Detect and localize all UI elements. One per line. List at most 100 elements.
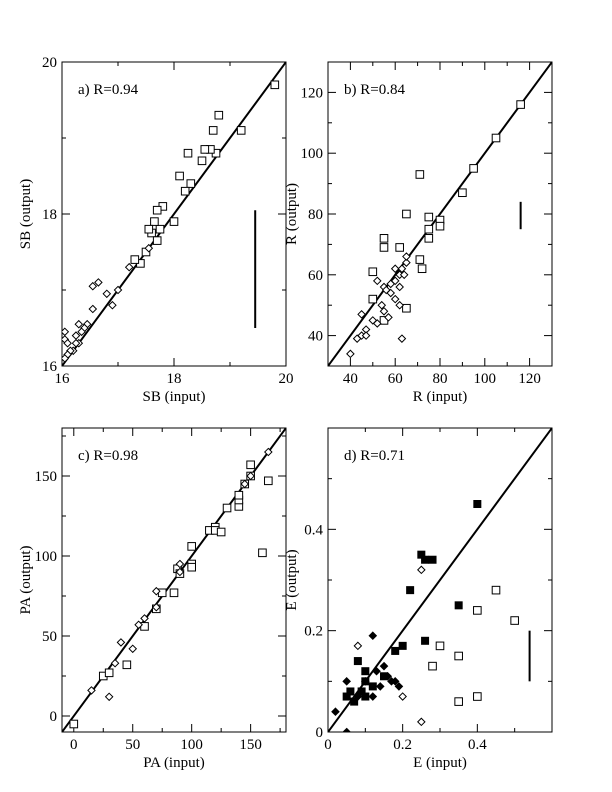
data-point-square-open <box>169 217 179 226</box>
data-point-diamond-open <box>402 252 411 261</box>
data-point-square-open <box>183 148 193 158</box>
data-point-square-filled <box>421 636 430 645</box>
series-diamond-open <box>353 565 426 727</box>
data-point-diamond-open <box>63 338 72 348</box>
data-point-diamond-open <box>246 471 255 481</box>
data-point-square-open <box>104 668 114 678</box>
series-diamond-open <box>346 252 411 359</box>
y-tick-label: 100 <box>35 549 58 565</box>
panel-4: 0 0.2 0.400.20.4E (input)E (output)d) R=0.… <box>284 427 553 771</box>
panel-label: b) R=0.84 <box>344 82 405 98</box>
data-point-diamond-filled <box>342 677 351 686</box>
data-point-diamond-filled <box>368 631 378 641</box>
data-point-square-open <box>236 126 246 135</box>
data-point-square-open <box>435 221 445 231</box>
data-point-square-open <box>187 562 196 572</box>
data-point-diamond-open <box>88 281 98 291</box>
data-point-diamond-filled <box>375 682 385 691</box>
identity-line <box>328 62 552 366</box>
panel-2: 40 60 80 100 120 40 60 80 100 120 R (input) R (outp… <box>284 61 553 405</box>
data-layer <box>62 62 286 366</box>
data-point-square-filled <box>473 500 482 508</box>
y-tick-label: 18 <box>42 207 57 223</box>
x-tick-label: 20 <box>279 371 294 387</box>
data-point-diamond-open <box>108 300 117 310</box>
data-point-diamond-filled <box>390 677 400 686</box>
identity-line <box>62 62 286 366</box>
data-point-diamond-open <box>361 331 371 340</box>
y-tick-label: 150 <box>35 469 58 485</box>
data-point-square-filled <box>368 682 377 691</box>
data-point-diamond-filled <box>353 692 363 701</box>
data-point-diamond-open <box>390 276 400 286</box>
data-point-square-open <box>469 164 478 173</box>
data-point-diamond-open <box>175 567 185 577</box>
data-point-square-open <box>150 217 159 226</box>
x-tick-label: 100 <box>180 737 203 753</box>
data-point-diamond-open <box>110 658 120 668</box>
data-point-diamond-open <box>87 686 96 695</box>
data-point-diamond-open <box>417 717 426 727</box>
data-point-diamond-filled <box>368 692 378 701</box>
plot-frame <box>61 427 287 733</box>
data-point-diamond-filled <box>394 682 404 691</box>
data-point-square-filled <box>357 687 366 696</box>
data-point-diamond-filled <box>372 666 381 676</box>
data-point-square-open <box>428 661 437 671</box>
data-point-diamond-open <box>175 559 185 569</box>
data-point-square-open <box>415 170 425 179</box>
data-point-diamond-open <box>384 313 393 322</box>
data-point-diamond-open <box>144 243 154 253</box>
data-point-diamond-open <box>102 289 112 299</box>
data-point-square-open <box>395 243 404 252</box>
data-point-square-filled <box>454 601 463 610</box>
data-point-diamond-open <box>62 327 70 337</box>
series-diamond-open <box>62 243 154 363</box>
data-point-diamond-open <box>152 602 161 612</box>
data-point-square-open <box>152 236 162 245</box>
y-tick-label: 0 <box>50 709 58 725</box>
x-tick-label: 60 <box>388 371 403 387</box>
series-square-open <box>428 585 519 706</box>
y-tick-label: 16 <box>42 359 58 375</box>
panel-1: 16 18 20 16 18 20 SB (input) SB (output) a) R=0.… <box>18 55 294 405</box>
data-point-square-open <box>454 651 463 661</box>
data-point-diamond-open <box>264 447 273 457</box>
data-point-square-filled <box>391 646 400 655</box>
data-point-diamond-open <box>417 565 426 575</box>
data-point-diamond-open <box>372 319 382 328</box>
data-point-square-open <box>402 303 411 313</box>
data-point-square-filled <box>350 697 359 706</box>
data-point-square-open <box>270 80 280 90</box>
series-square-open <box>130 80 280 268</box>
x-tick-label: 0.2 <box>393 737 412 753</box>
x-axis-title: R (input) <box>413 389 468 405</box>
data-point-square-open <box>169 588 179 598</box>
x-tick-label: 18 <box>167 371 182 387</box>
data-point-square-filled <box>398 641 407 650</box>
y-axis-title: SB (output) <box>18 179 34 249</box>
y-tick-label: 60 <box>308 268 323 284</box>
data-point-diamond-open <box>395 300 404 310</box>
x-tick-label: 120 <box>518 371 541 387</box>
series-square-filled <box>342 500 482 706</box>
x-tick-label: 0 <box>70 737 78 753</box>
data-point-square-filled <box>342 692 351 701</box>
data-point-diamond-open <box>398 692 407 701</box>
data-point-square-open <box>155 224 165 234</box>
data-point-square-open <box>491 133 501 143</box>
identity-line <box>328 428 552 732</box>
data-point-square-open <box>175 171 184 181</box>
data-point-diamond-open <box>240 479 250 489</box>
x-tick-label: 150 <box>239 737 262 753</box>
data-point-square-open <box>473 692 482 701</box>
data-point-diamond-open <box>390 264 400 274</box>
x-tick-label: 0.4 <box>468 737 487 753</box>
data-point-square-open <box>264 476 273 486</box>
data-point-diamond-filled <box>361 677 370 686</box>
data-point-diamond-open <box>74 319 84 329</box>
x-tick-label: 80 <box>433 371 448 387</box>
y-tick-label: 0.2 <box>304 624 323 640</box>
data-point-square-open <box>69 719 79 729</box>
